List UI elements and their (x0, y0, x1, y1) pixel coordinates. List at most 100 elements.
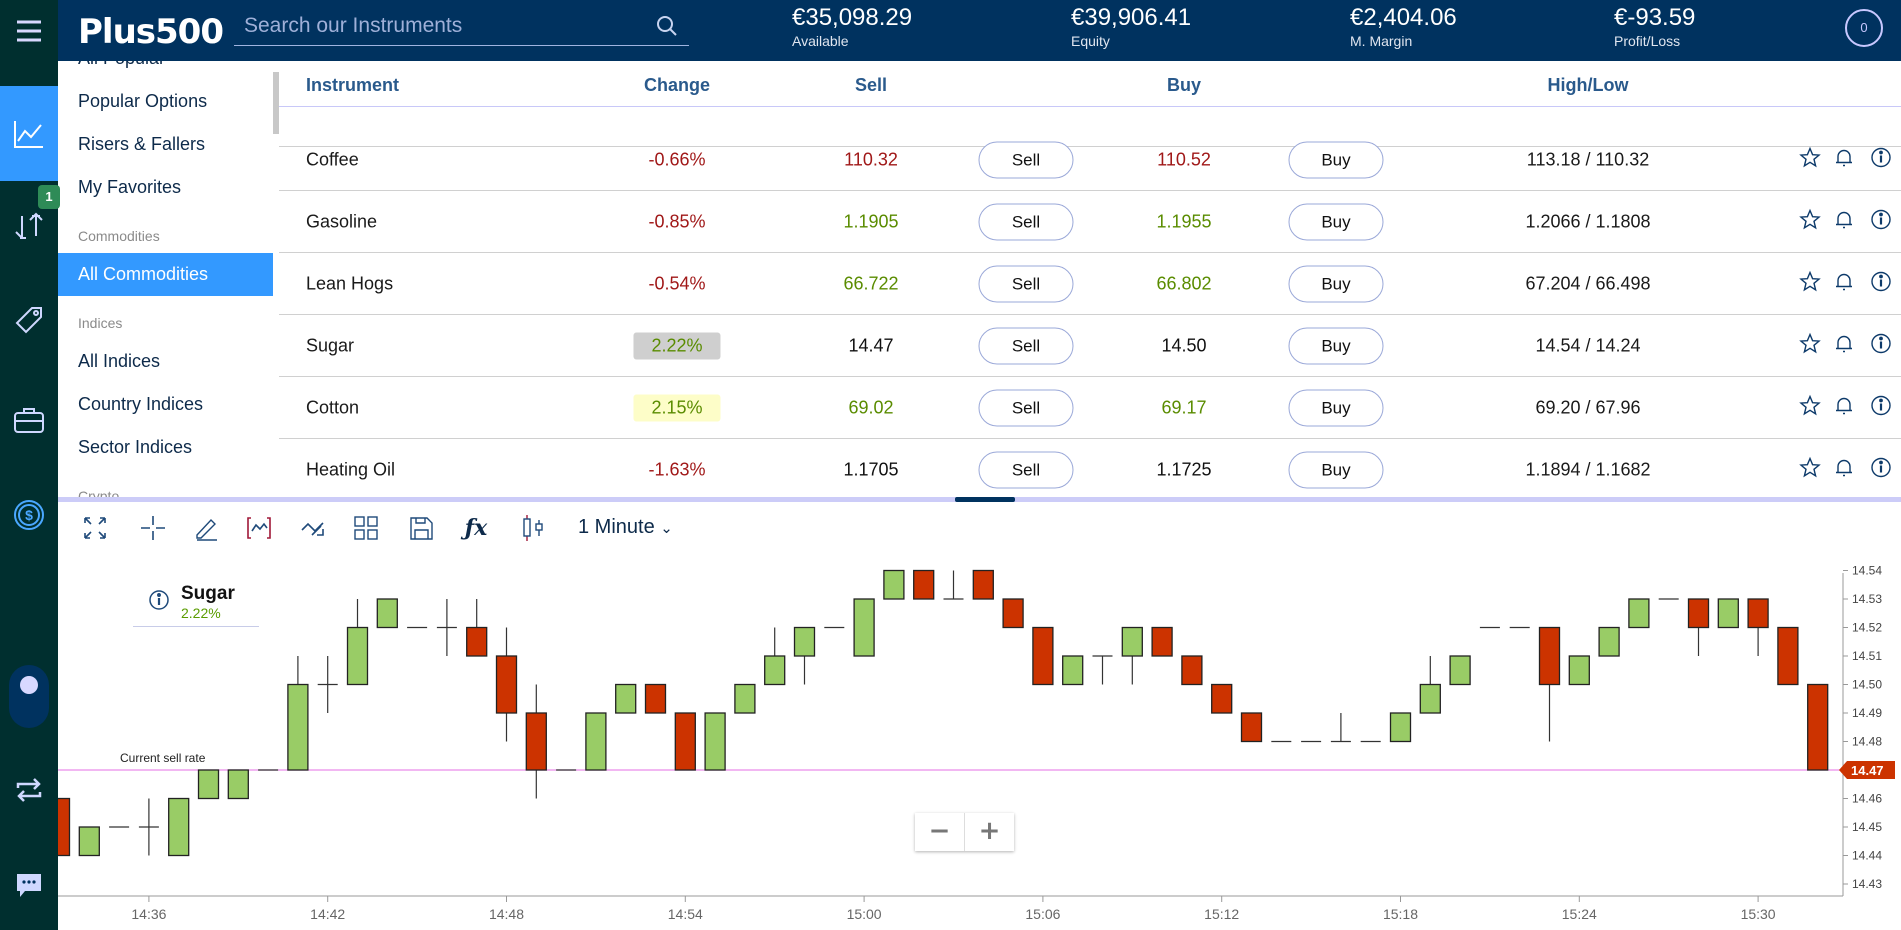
table-row[interactable]: Coffee -0.66% 110.32 Sell 110.52 Buy 113… (279, 129, 1901, 191)
transfer-arrows-icon[interactable] (0, 760, 58, 820)
instrument-name[interactable]: Sugar (306, 335, 355, 355)
save-icon[interactable] (406, 513, 436, 543)
favorite-star-icon[interactable] (1799, 332, 1821, 359)
sell-button[interactable]: Sell (978, 451, 1074, 488)
function-fx-icon[interactable]: ƒx (464, 515, 488, 541)
table-row[interactable]: Gasoline -0.85% 1.1905 Sell 1.1955 Buy 1… (279, 191, 1901, 253)
alert-bell-icon[interactable] (1833, 146, 1855, 173)
buy-button[interactable]: Buy (1288, 451, 1384, 488)
alert-bell-icon[interactable] (1833, 332, 1855, 359)
chat-icon[interactable] (0, 860, 58, 910)
buy-button[interactable]: Buy (1288, 141, 1384, 178)
alert-bell-icon[interactable] (1833, 394, 1855, 421)
table-row[interactable]: Heating Oil -1.63% 1.1705 Sell 1.1725 Bu… (279, 439, 1901, 500)
trade-chart-icon[interactable] (0, 86, 58, 181)
panel-splitter[interactable] (58, 497, 1901, 502)
col-instrument[interactable]: Instrument (306, 75, 400, 95)
menu-item[interactable]: Country Indices (78, 394, 204, 414)
plus500-logo[interactable]: Plus500 (78, 12, 224, 52)
indicator-bracket-icon[interactable] (244, 513, 274, 543)
favorite-star-icon[interactable] (1799, 456, 1821, 483)
positions-icon[interactable]: 1 (0, 185, 60, 260)
sell-button[interactable]: Sell (978, 389, 1074, 426)
hamburger-menu-icon[interactable] (0, 0, 58, 61)
buy-button[interactable]: Buy (1288, 327, 1384, 364)
buy-button[interactable]: Buy (1288, 203, 1384, 240)
table-row[interactable]: Lean Hogs -0.54% 66.722 Sell 66.802 Buy … (279, 253, 1901, 315)
change-value: -0.85% (648, 211, 706, 231)
change-value: -0.66% (648, 149, 706, 169)
search-icon[interactable] (655, 14, 679, 44)
table-row[interactable]: Cotton 2.15% 69.02 Sell 69.17 Buy 69.20 … (279, 377, 1901, 439)
draw-pencil-icon[interactable] (191, 513, 221, 543)
col-buy[interactable]: Buy (1166, 75, 1202, 95)
sell-button[interactable]: Sell (978, 327, 1074, 364)
favorite-star-icon[interactable] (1799, 394, 1821, 421)
candlestick-type-icon[interactable] (518, 513, 548, 543)
menu-item[interactable]: All Indices (78, 351, 161, 371)
chart-toolbar: ƒx 1 Minute ⌄ (58, 503, 1901, 553)
menu-item[interactable]: Risers & Fallers (78, 134, 206, 154)
layout-grid-icon[interactable] (351, 513, 381, 543)
menu-scrollbar[interactable] (273, 72, 279, 134)
info-icon[interactable] (1870, 456, 1892, 483)
portfolio-briefcase-icon[interactable] (0, 390, 58, 450)
alert-bell-icon[interactable] (1833, 208, 1855, 235)
instrument-name[interactable]: Cotton (306, 397, 360, 417)
zoom-out-button[interactable]: − (928, 816, 951, 846)
menu-item[interactable]: All Commodities (58, 253, 273, 296)
info-icon[interactable] (1870, 394, 1892, 421)
price-chart[interactable]: Current sell rate 14.54 14.53 14.52 14.51 14.… (58, 553, 1901, 930)
sell-button[interactable]: Sell (978, 265, 1074, 302)
alert-bell-icon[interactable] (1833, 456, 1855, 483)
change-value: -1.63% (648, 459, 706, 479)
funds-dollar-icon[interactable]: $ (0, 485, 58, 545)
info-icon[interactable] (1870, 270, 1892, 297)
candle-body (287, 683, 309, 771)
instrument-name[interactable]: Gasoline (306, 211, 378, 231)
buy-price: 1.1955 (1156, 211, 1212, 231)
high-low-value: 1.2066 / 1.1808 (1525, 211, 1651, 231)
candle-body (466, 626, 488, 657)
high-low-value: 113.18 / 110.32 (1526, 149, 1650, 169)
sell-button[interactable]: Sell (978, 203, 1074, 240)
splitter-handle[interactable] (955, 497, 1015, 502)
y-tick-label: 14.52 (1852, 621, 1882, 635)
menu-item[interactable]: Popular Options (78, 91, 208, 111)
col-sell[interactable]: Sell (854, 75, 888, 95)
stat-profit-loss: €-93.59 Profit/Loss (1614, 4, 1696, 49)
info-icon[interactable] (1870, 146, 1892, 173)
fullscreen-icon[interactable] (80, 513, 110, 543)
buy-button[interactable]: Buy (1288, 265, 1384, 302)
instrument-name[interactable]: Lean Hogs (306, 273, 394, 293)
notifications-avatar[interactable]: 0 (1845, 9, 1883, 47)
info-icon[interactable] (1870, 208, 1892, 235)
menu-item[interactable]: Sector Indices (78, 437, 193, 457)
instrument-name[interactable]: Coffee (306, 149, 359, 169)
alert-bell-icon[interactable] (1833, 270, 1855, 297)
sell-button[interactable]: Sell (978, 141, 1074, 178)
menu-section-header: Indices (78, 315, 123, 331)
favorite-star-icon[interactable] (1799, 208, 1821, 235)
crosshair-icon[interactable] (138, 513, 168, 543)
tag-icon[interactable] (0, 290, 58, 350)
col-high-low[interactable]: High/Low (1547, 75, 1629, 95)
buy-button[interactable]: Buy (1288, 389, 1384, 426)
favorite-star-icon[interactable] (1799, 270, 1821, 297)
trend-arrow-icon[interactable] (298, 513, 328, 543)
menu-item[interactable]: My Favorites (78, 177, 182, 197)
change-value: -0.54% (648, 273, 706, 293)
info-icon[interactable] (148, 589, 170, 616)
candle-body (972, 569, 994, 600)
candle-body (1181, 655, 1203, 686)
col-change[interactable]: Change (643, 75, 711, 95)
menu-item[interactable]: All Popular (58, 61, 273, 80)
search-input[interactable]: Search our Instruments (234, 10, 689, 46)
zoom-in-button[interactable]: + (964, 813, 1014, 851)
theme-toggle-sun-icon[interactable] (9, 665, 49, 728)
table-row[interactable]: Sugar 2.22% 14.47 Sell 14.50 Buy 14.54 /… (279, 315, 1901, 377)
interval-dropdown[interactable]: 1 Minute ⌄ (578, 516, 673, 539)
info-icon[interactable] (1870, 332, 1892, 359)
favorite-star-icon[interactable] (1799, 146, 1821, 173)
instrument-name[interactable]: Heating Oil (306, 459, 396, 479)
